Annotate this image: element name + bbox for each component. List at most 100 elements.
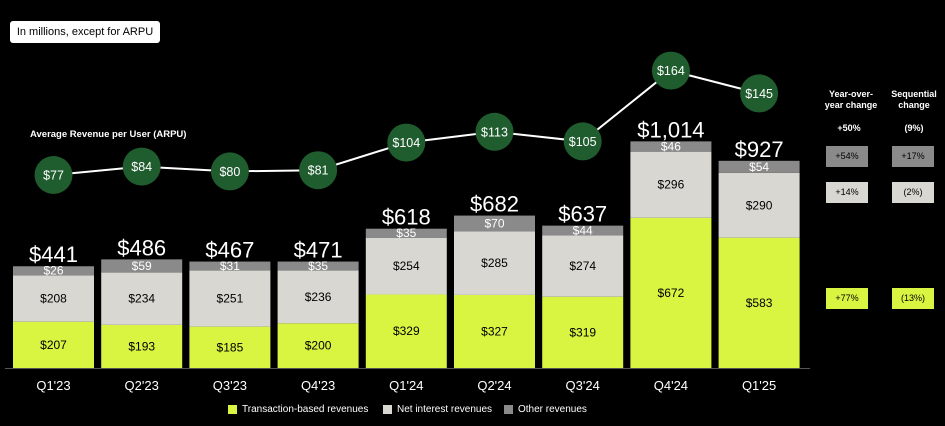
label-other-3: $35: [308, 259, 328, 273]
label-other-7: $46: [661, 140, 681, 154]
yoy-net-interest-badge: +14%: [826, 182, 868, 203]
yoy-header-line2: year change: [824, 100, 878, 110]
label-transaction-7: $672: [658, 286, 685, 300]
arpu-label-1: $84: [131, 160, 152, 174]
seq-header: Sequential change: [884, 89, 944, 111]
bar-transaction-7: [630, 217, 712, 368]
total-label-0: $441: [29, 242, 78, 267]
bar-transaction-1: [101, 324, 183, 368]
legend-label-transaction: Transaction-based revenues: [242, 404, 369, 415]
label-other-4: $35: [396, 226, 416, 240]
arpu-title: Average Revenue per User (ARPU): [30, 129, 187, 140]
seq-total: (9%): [904, 123, 924, 133]
label-net-interest-6: $274: [569, 259, 596, 273]
total-label-8: $927: [735, 137, 784, 162]
label-other-2: $31: [220, 259, 240, 273]
label-net-interest-7: $296: [658, 178, 685, 192]
yoy-transaction-badge: +77%: [826, 288, 868, 309]
legend-swatch-other: [504, 405, 513, 414]
x-tick-label-6: Q3'24: [566, 378, 600, 393]
x-tick-label-2: Q3'23: [213, 378, 247, 393]
label-net-interest-5: $285: [481, 256, 508, 270]
label-transaction-4: $329: [393, 324, 420, 338]
total-label-6: $637: [558, 202, 607, 227]
arpu-label-5: $113: [481, 125, 508, 139]
label-net-interest-0: $208: [40, 291, 67, 305]
legend-swatch-transaction: [228, 405, 237, 414]
bar-other-2: [189, 261, 271, 271]
label-other-8: $54: [749, 160, 769, 174]
arpu-label-2: $80: [219, 165, 240, 179]
legend-item-net-interest: Net interest revenues: [383, 404, 492, 415]
bar-net-interest-3: [277, 270, 359, 324]
bar-transaction-6: [542, 296, 624, 368]
label-other-5: $70: [484, 216, 504, 230]
units-note: In millions, except for ARPU: [10, 21, 160, 43]
bar-transaction-5: [454, 294, 535, 368]
bar-transaction-3: [277, 323, 359, 368]
arpu-point-1: [122, 147, 161, 186]
yoy-header-line1: Year-over-: [828, 89, 874, 99]
bar-transaction-2: [189, 326, 271, 368]
label-net-interest-2: $251: [217, 292, 244, 306]
bar-net-interest-2: [189, 270, 271, 327]
x-tick-label-3: Q4'23: [301, 378, 335, 393]
bar-net-interest-0: [13, 275, 94, 322]
label-transaction-1: $193: [128, 339, 155, 353]
arpu-point-6: [563, 122, 602, 161]
yoy-other-badge: +54%: [826, 146, 868, 167]
seq-header-line2: change: [898, 100, 930, 110]
label-net-interest-1: $234: [128, 292, 155, 306]
total-label-7: $1,014: [637, 117, 704, 142]
bar-other-1: [101, 259, 183, 273]
bar-net-interest-5: [454, 231, 535, 295]
label-net-interest-8: $290: [746, 198, 773, 212]
x-tick-label-4: Q1'24: [389, 378, 423, 393]
x-tick-label-8: Q1'25: [742, 378, 776, 393]
seq-transaction-badge: (13%): [892, 288, 934, 309]
bar-other-4: [365, 228, 447, 238]
x-tick-label-0: Q1'23: [36, 378, 70, 393]
seq-net-interest-badge: (2%): [892, 182, 934, 203]
arpu-label-6: $105: [569, 135, 597, 149]
label-other-0: $26: [43, 264, 63, 278]
bar-net-interest-8: [718, 172, 800, 238]
seq-header-line1: Sequential: [891, 89, 937, 99]
arpu-label-8: $145: [745, 87, 773, 101]
seq-other-badge: +17%: [892, 146, 934, 167]
total-label-5: $682: [470, 192, 519, 217]
legend-label-other: Other revenues: [518, 404, 587, 415]
legend-label-net-interest: Net interest revenues: [397, 404, 493, 415]
arpu-label-4: $104: [392, 136, 420, 150]
x-tick-label-5: Q2'24: [477, 378, 511, 393]
bar-net-interest-7: [630, 151, 712, 218]
yoy-total: +50%: [837, 123, 861, 133]
total-label-4: $618: [382, 205, 431, 230]
bar-other-3: [277, 261, 359, 271]
label-net-interest-3: $236: [305, 290, 332, 304]
bar-other-7: [630, 141, 712, 152]
arpu-point-4: [387, 123, 426, 162]
bar-other-5: [454, 215, 535, 232]
bar-other-8: [718, 160, 800, 173]
label-net-interest-4: $254: [393, 259, 420, 273]
total-label-1: $486: [117, 235, 166, 260]
label-transaction-5: $327: [481, 324, 508, 338]
legend-item-transaction: Transaction-based revenues: [228, 404, 368, 415]
arpu-point-8: [740, 74, 779, 113]
bar-net-interest-1: [101, 272, 183, 325]
label-transaction-2: $185: [217, 340, 244, 354]
label-transaction-3: $200: [305, 339, 332, 353]
total-label-3: $471: [294, 238, 343, 263]
arpu-point-7: [651, 51, 690, 90]
label-transaction-0: $207: [40, 338, 67, 352]
label-other-1: $59: [132, 259, 152, 273]
label-transaction-8: $583: [746, 296, 773, 310]
arpu-label-7: $164: [657, 64, 685, 78]
bar-transaction-8: [718, 237, 800, 368]
legend-item-other: Other revenues: [504, 404, 587, 415]
bar-other-6: [542, 225, 624, 236]
arpu-point-3: [299, 151, 338, 190]
arpu-point-0: [34, 156, 73, 194]
